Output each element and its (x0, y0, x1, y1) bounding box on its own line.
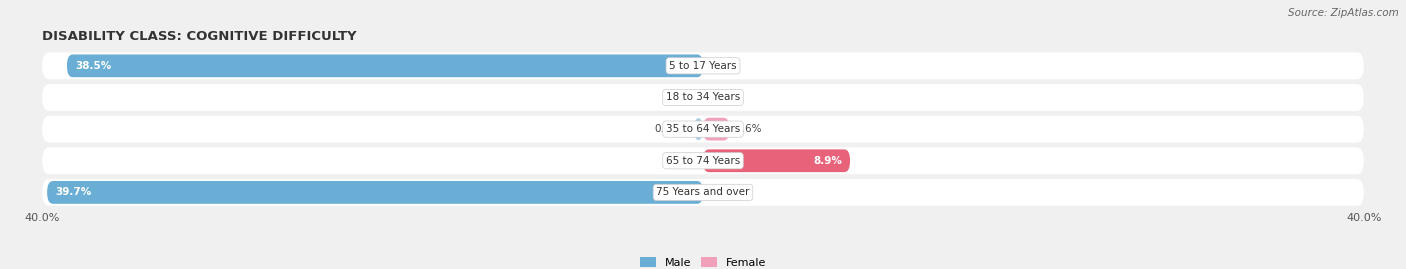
Text: 18 to 34 Years: 18 to 34 Years (666, 93, 740, 102)
FancyBboxPatch shape (703, 149, 851, 172)
Text: 0.0%: 0.0% (711, 187, 738, 197)
Legend: Male, Female: Male, Female (636, 252, 770, 269)
FancyBboxPatch shape (695, 118, 703, 140)
Text: 5 to 17 Years: 5 to 17 Years (669, 61, 737, 71)
Text: 38.5%: 38.5% (75, 61, 111, 71)
FancyBboxPatch shape (42, 84, 1364, 111)
Text: 8.9%: 8.9% (813, 156, 842, 166)
FancyBboxPatch shape (67, 54, 703, 77)
Text: 39.7%: 39.7% (55, 187, 91, 197)
Text: Source: ZipAtlas.com: Source: ZipAtlas.com (1288, 8, 1399, 18)
FancyBboxPatch shape (42, 179, 1364, 206)
Text: 65 to 74 Years: 65 to 74 Years (666, 156, 740, 166)
Text: 0.55%: 0.55% (654, 124, 688, 134)
Text: DISABILITY CLASS: COGNITIVE DIFFICULTY: DISABILITY CLASS: COGNITIVE DIFFICULTY (42, 30, 357, 43)
FancyBboxPatch shape (703, 118, 730, 140)
FancyBboxPatch shape (42, 116, 1364, 143)
FancyBboxPatch shape (42, 52, 1364, 79)
Text: 1.6%: 1.6% (737, 124, 762, 134)
Text: 0.0%: 0.0% (668, 156, 695, 166)
Text: 0.0%: 0.0% (668, 93, 695, 102)
FancyBboxPatch shape (48, 181, 703, 204)
Text: 75 Years and over: 75 Years and over (657, 187, 749, 197)
Text: 35 to 64 Years: 35 to 64 Years (666, 124, 740, 134)
FancyBboxPatch shape (42, 147, 1364, 174)
Text: 0.0%: 0.0% (711, 61, 738, 71)
Text: 0.0%: 0.0% (711, 93, 738, 102)
